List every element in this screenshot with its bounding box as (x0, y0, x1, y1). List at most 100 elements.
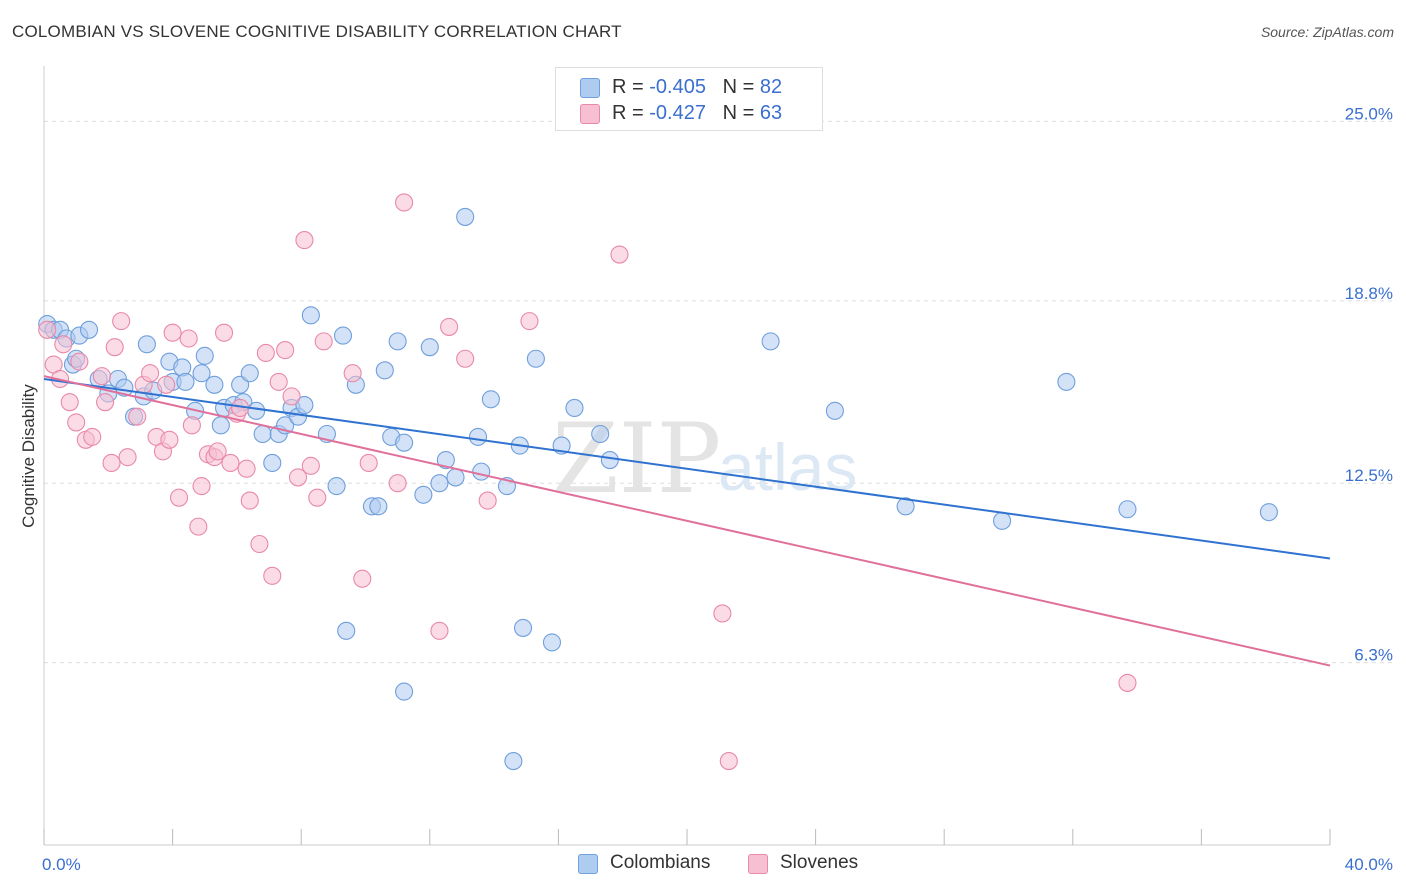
slovene-point (214, 323, 234, 342)
colombian-point (337, 621, 356, 640)
slovene-point (288, 468, 308, 487)
slovene-point (163, 323, 182, 342)
colombian-point (993, 511, 1012, 530)
colombian-point (247, 401, 266, 420)
colombian-point (327, 477, 346, 496)
colombian-point (79, 320, 99, 339)
trend-lines (43, 375, 1331, 667)
slovene-point (118, 448, 137, 467)
slovene-point (83, 427, 102, 446)
slovenes-legend-swatch (748, 854, 768, 874)
slovene-point (105, 338, 124, 357)
slovene-point (263, 566, 282, 585)
slovene-point (189, 517, 208, 536)
colombian-point (388, 332, 407, 351)
colombian-point (1259, 503, 1278, 522)
slovene-point (237, 459, 256, 478)
stats-legend: R = -0.405 N = 82 R = -0.427 N = 63 (555, 67, 823, 131)
slovene-point (308, 488, 327, 507)
n-value-slovenes: 63 (759, 102, 783, 124)
y-axis-label: Cognitive Disability (19, 384, 38, 528)
slovene-point (96, 393, 115, 412)
colombian-point (825, 401, 844, 420)
colombian-point (395, 682, 414, 701)
slovene-point (92, 367, 111, 386)
legend-label-slovenes: Slovenes (780, 852, 859, 873)
slovene-point (359, 453, 378, 472)
colombian-point (231, 375, 250, 394)
slovene-point (179, 329, 198, 348)
slovene-point (70, 352, 89, 371)
colombian-point (375, 361, 394, 380)
colombian-point (395, 433, 414, 452)
slovene-point (208, 442, 227, 461)
colombian-point (436, 451, 455, 470)
colombian-point (526, 349, 545, 368)
colombian-point (301, 306, 320, 325)
colombian-point (468, 427, 488, 446)
watermark-atlas: atlas (718, 430, 857, 504)
slovene-point (440, 317, 459, 336)
slovene-point (276, 341, 295, 360)
slovene-point (256, 343, 275, 363)
slovene-point (128, 407, 147, 426)
colombian-point (369, 497, 388, 516)
slovene-point (141, 364, 160, 383)
colombian-point (333, 326, 353, 345)
colombian-point (430, 474, 449, 493)
colombian-point (240, 364, 259, 383)
colombian-point (542, 633, 562, 652)
slovene-point (353, 569, 372, 588)
grid-lines (44, 120, 1392, 664)
slovene-point (192, 477, 211, 496)
slovene-point (67, 413, 86, 432)
slovene-point (713, 604, 732, 623)
slovene-point (395, 193, 414, 212)
colombian-point (761, 332, 780, 351)
slovene-point (157, 375, 176, 394)
n-label: N = (722, 76, 760, 98)
slovene-trend-line (43, 375, 1331, 667)
slovene-point (314, 332, 333, 351)
slovene-point (240, 491, 259, 510)
colombian-point (420, 338, 439, 357)
colombian-point (263, 453, 282, 472)
slovene-point (520, 312, 539, 331)
slovene-point (719, 752, 738, 771)
colombian-point (481, 390, 500, 409)
r-label: R = (612, 76, 650, 98)
slovene-point (343, 364, 362, 383)
slovene-point (1118, 673, 1137, 692)
slovene-point (430, 621, 449, 640)
chart-title: COLOMBIAN VS SLOVENE COGNITIVE DISABILIT… (12, 22, 622, 41)
colombians-swatch (580, 78, 600, 98)
slovene-point (301, 456, 320, 475)
slovene-point (60, 393, 79, 412)
colombian-point (211, 416, 230, 435)
colombians-legend-swatch (578, 854, 598, 874)
slovene-point (269, 372, 288, 391)
y-tick-label: 25.0% (1345, 104, 1393, 123)
r-value-colombians: -0.405 (649, 76, 706, 98)
n-value-colombians: 82 (759, 76, 783, 98)
slovene-point (295, 231, 314, 250)
source-label: Source: ZipAtlas.com (1260, 24, 1394, 40)
slovene-point (388, 474, 407, 493)
slovene-point (160, 430, 179, 449)
slovene-point (456, 349, 475, 368)
colombian-point (456, 207, 475, 226)
colombian-point (192, 364, 211, 383)
slovene-point (182, 416, 201, 435)
y-tick-label: 18.8% (1345, 284, 1393, 303)
y-tick-label: 6.3% (1354, 646, 1393, 665)
n-label: N = (722, 102, 760, 124)
colombian-point (414, 485, 433, 504)
slovene-point (250, 534, 269, 554)
slovene-point (478, 491, 497, 510)
legend-label-colombians: Colombians (610, 852, 711, 873)
x-tick-label-max: 40.0% (1345, 855, 1393, 874)
slovenes-swatch (580, 104, 600, 124)
colombian-point (896, 497, 915, 516)
colombian-point (195, 346, 214, 365)
